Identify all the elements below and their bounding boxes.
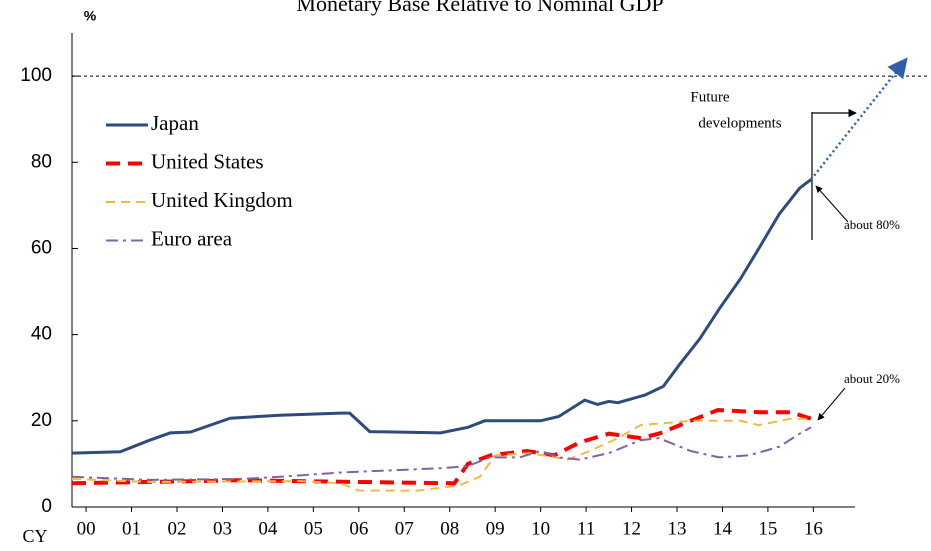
y-tick-label: 20 [31,410,52,431]
legend-label: Euro area [151,226,233,250]
legend-label: Japan [151,111,199,135]
y-tick-label: 40 [31,324,52,345]
y-tick-label: 80 [31,151,52,172]
x-tick-label: 03 [213,518,232,539]
x-tick-label: 07 [395,518,414,539]
annotation: about 20% [844,371,900,386]
x-axis-label: CY [22,526,47,546]
x-tick-label: 14 [713,518,733,539]
legend-label: United Kingdom [151,188,293,212]
projection-arrow [810,57,908,181]
legend-label: United States [151,149,264,173]
pointer-80 [815,185,849,223]
annotation: Future [690,89,730,105]
y-tick-label: 0 [41,496,52,517]
series-line [71,417,812,492]
y-axis-label: % [84,8,97,24]
x-tick-label: 02 [168,518,187,539]
x-tick-label: 01 [122,518,141,539]
x-tick-label: 13 [668,518,687,539]
annotation: developments [698,115,781,131]
x-tick-label: 04 [258,518,278,539]
x-tick-label: 06 [349,518,368,539]
x-tick-label: 05 [304,518,323,539]
y-tick-label: 100 [20,65,52,86]
series-line [71,178,813,455]
series-line [71,407,812,486]
x-tick-label: 12 [622,518,641,539]
x-tick-label: 09 [486,518,505,539]
x-tick-label: 00 [77,518,96,539]
x-tick-label: 15 [758,518,777,539]
chart-title: Monetary Base Relative to Nominal GDP [296,0,663,16]
x-tick-label: 16 [804,518,823,539]
x-tick-label: 08 [440,518,459,539]
pointer-20 [817,387,846,421]
annotation: about 80% [844,217,900,232]
x-tick-label: 10 [531,518,550,539]
x-tick-label: 11 [577,518,595,539]
y-tick-label: 60 [31,237,52,258]
series-line [71,426,812,481]
